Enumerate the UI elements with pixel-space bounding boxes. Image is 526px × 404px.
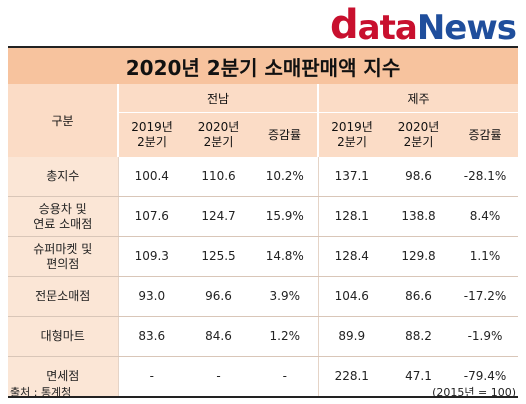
- value-cell: -: [252, 356, 318, 398]
- value-cell: 104.6: [317, 276, 385, 317]
- value-cell: 96.6: [185, 276, 252, 317]
- subheader-cell: 2019년 2분기: [117, 112, 185, 157]
- logo-d: d: [330, 2, 359, 48]
- value-cell: 110.6: [185, 157, 252, 197]
- value-cell: 107.6: [117, 196, 185, 237]
- value-cell: 1.2%: [252, 316, 318, 357]
- subheader-cell: 2020년 2분기: [385, 112, 452, 157]
- table-row: 승용차 및 연료 소매점 107.6 124.7 15.9% 128.1 138.8 8.4%: [8, 196, 519, 237]
- value-cell: -28.1%: [452, 157, 519, 197]
- table-row: 전문소매점 93.0 96.6 3.9% 104.6 86.6 -17.2%: [8, 276, 519, 317]
- value-cell: 86.6: [385, 276, 452, 317]
- row-label: 면세점: [8, 356, 118, 398]
- category-header: 구분: [8, 84, 118, 157]
- region-header-jeonnam: 전남: [117, 84, 318, 113]
- value-cell: 128.4: [317, 236, 385, 277]
- value-cell: 137.1: [317, 157, 385, 197]
- base-year-note: (2015년 = 100): [432, 386, 516, 399]
- row-label: 승용차 및 연료 소매점: [8, 196, 118, 237]
- value-cell: -79.4%: [452, 356, 519, 398]
- value-cell: 128.1: [317, 196, 385, 237]
- value-cell: 15.9%: [252, 196, 318, 237]
- value-cell: 98.6: [385, 157, 452, 197]
- subheader-cell: 2019년 2분기: [317, 112, 385, 157]
- value-cell: -17.2%: [452, 276, 519, 317]
- value-cell: 228.1: [317, 356, 385, 398]
- value-cell: 125.5: [185, 236, 252, 277]
- table-row: 슈퍼마켓 및 편의점 109.3 125.5 14.8% 128.4 129.8 1.1%: [8, 236, 519, 277]
- value-cell: -1.9%: [452, 316, 519, 357]
- table-row: 면세점 - - -228.1 47.1 -79.4%: [8, 356, 519, 398]
- value-cell: 84.6: [185, 316, 252, 357]
- row-label: 총지수: [8, 157, 118, 197]
- value-cell: 88.2: [385, 316, 452, 357]
- row-label: 전문소매점: [8, 276, 118, 317]
- value-cell: 100.4: [117, 157, 185, 197]
- value-cell: 89.9: [317, 316, 385, 357]
- region-header-jeju: 제주: [316, 84, 519, 113]
- value-cell: -: [117, 356, 185, 398]
- value-cell: 83.6: [117, 316, 185, 357]
- retail-sales-index-table: 구분 전남 제주 2019년 2분기 2020년 2분기 증감률 2019년 2분기 2020…: [8, 84, 519, 398]
- value-cell: 124.7: [185, 196, 252, 237]
- logo-ata: ata: [357, 8, 418, 48]
- value-cell: 14.8%: [252, 236, 318, 277]
- source-note: 출처 : 통계청: [10, 386, 72, 399]
- value-cell: 93.0: [117, 276, 185, 317]
- logo-n: N: [416, 8, 445, 48]
- logo-ews: ews: [444, 8, 517, 48]
- table-row: 총지수 100.4 110.6 10.2% 137.1 98.6 -28.1%: [8, 157, 519, 197]
- subheader-cell: 증감률: [252, 112, 318, 157]
- value-cell: 129.8: [385, 236, 452, 277]
- value-cell: 3.9%: [252, 276, 318, 317]
- value-cell: -: [185, 356, 252, 398]
- value-cell: 109.3: [117, 236, 185, 277]
- value-cell: 1.1%: [452, 236, 519, 277]
- table-title: 2020년 2분기 소매판매액 지수: [8, 46, 518, 84]
- subheader-cell: 증감률: [452, 112, 519, 157]
- value-cell: 10.2%: [252, 157, 318, 197]
- subheader-cell: 2020년 2분기: [185, 112, 252, 157]
- value-cell: 47.1: [385, 356, 452, 398]
- row-label: 대형마트: [8, 316, 118, 357]
- row-label: 슈퍼마켓 및 편의점: [8, 236, 118, 277]
- value-cell: 138.8: [385, 196, 452, 237]
- table-row: 대형마트 83.6 84.6 1.2% 89.9 88.2 -1.9%: [8, 316, 519, 357]
- value-cell: 8.4%: [452, 196, 519, 237]
